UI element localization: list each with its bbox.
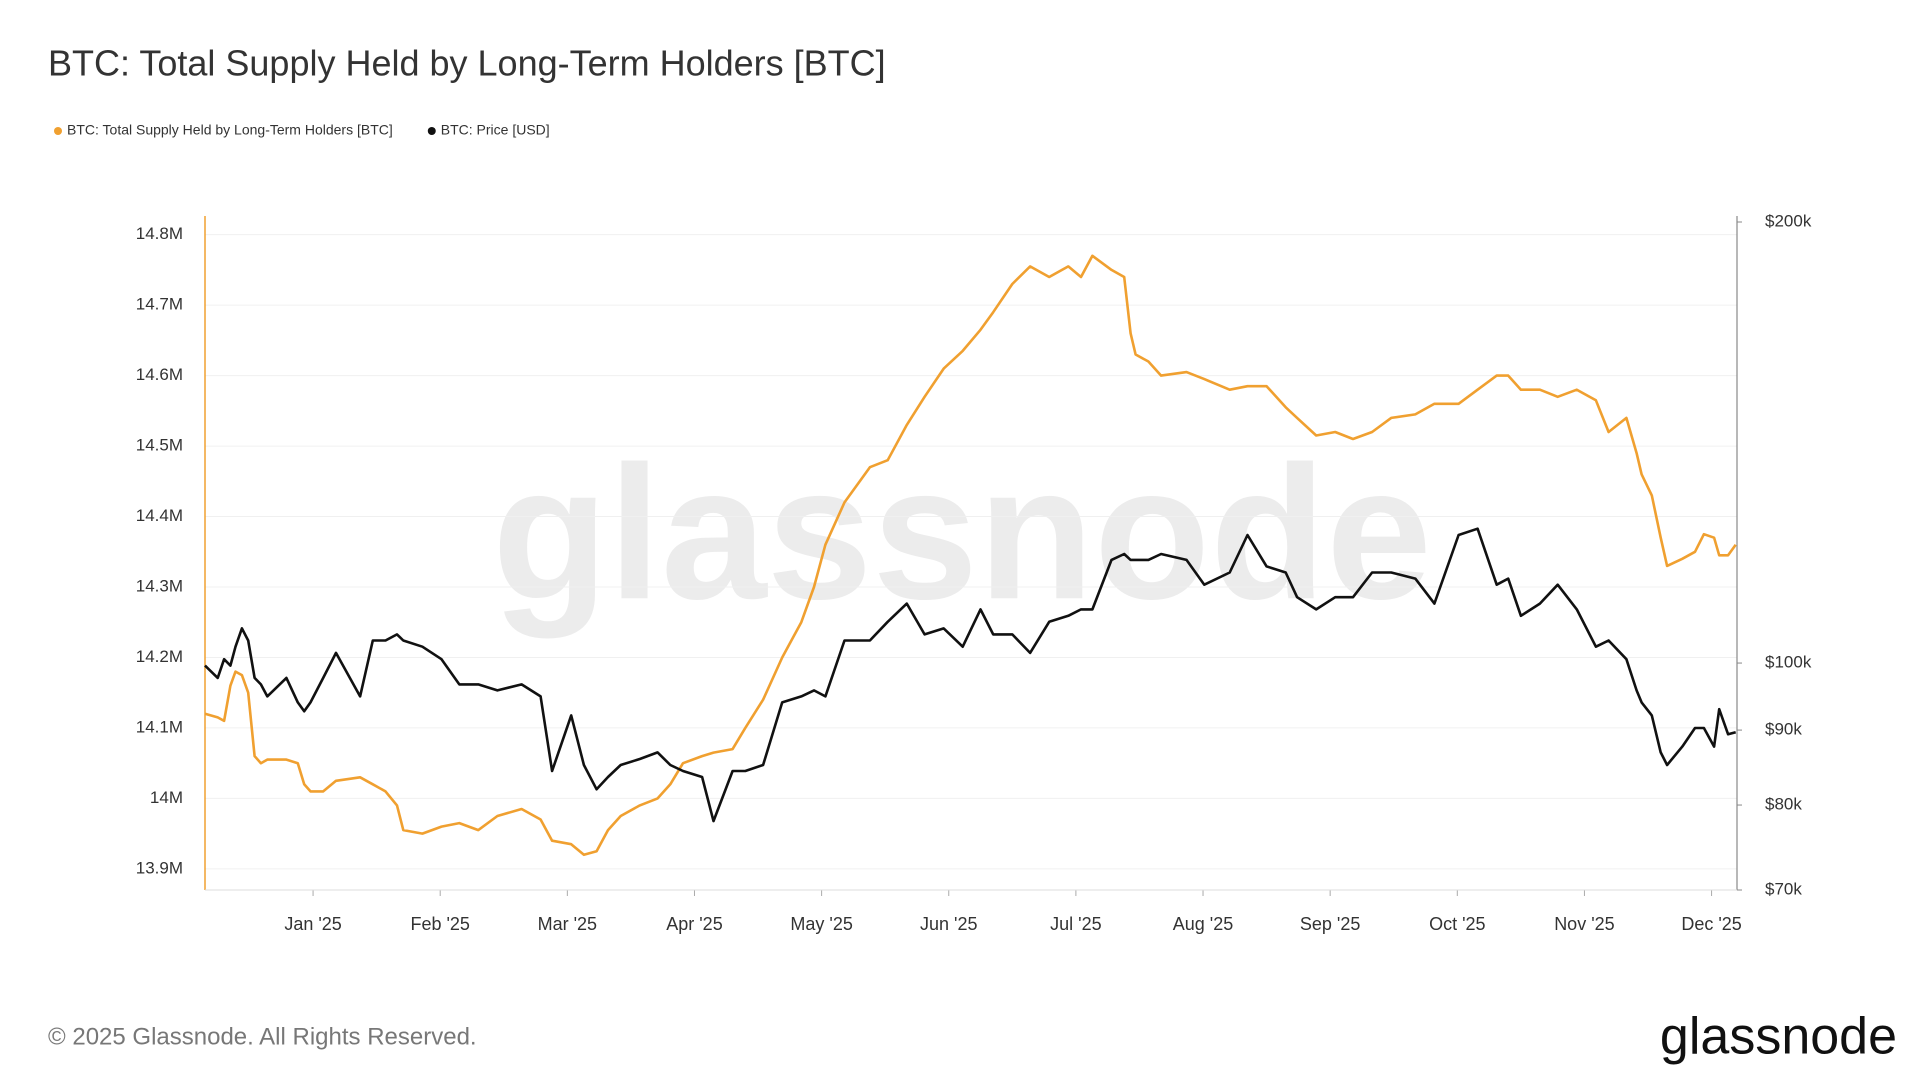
x-tick-label: Feb '25 [410, 914, 469, 934]
legend-marker [54, 127, 62, 135]
y-tick-label: 14.7M [136, 295, 183, 314]
y-tick-label: 14.3M [136, 576, 183, 595]
y-tick-label: 14.1M [136, 717, 183, 736]
legend-label: BTC: Total Supply Held by Long-Term Hold… [67, 122, 393, 138]
y2-tick-label: $80k [1765, 795, 1802, 814]
x-tick-label: Oct '25 [1429, 914, 1485, 934]
x-tick-label: Apr '25 [666, 914, 722, 934]
x-tick-label: Nov '25 [1554, 914, 1614, 934]
x-tick-label: Sep '25 [1300, 914, 1361, 934]
y2-tick-label: $200k [1765, 211, 1812, 230]
chart-title: BTC: Total Supply Held by Long-Term Hold… [48, 43, 886, 84]
legend-label: BTC: Price [USD] [441, 122, 550, 138]
series-line [204, 254, 1737, 857]
y2-tick-label: $70k [1765, 879, 1802, 898]
y-tick-label: 14M [150, 788, 183, 807]
x-tick-label: Jan '25 [284, 914, 341, 934]
logo: glassnode [1660, 1008, 1897, 1066]
x-tick-label: Mar '25 [538, 914, 597, 934]
series-line [204, 527, 1737, 823]
y2-tick-label: $90k [1765, 720, 1802, 739]
x-tick-label: Jul '25 [1050, 914, 1101, 934]
x-tick-label: May '25 [790, 914, 852, 934]
y-tick-label: 14.4M [136, 506, 183, 525]
x-tick-label: Aug '25 [1173, 914, 1234, 934]
y-tick-label: 14.6M [136, 365, 183, 384]
y2-tick-label: $100k [1765, 653, 1812, 672]
copyright: © 2025 Glassnode. All Rights Reserved. [48, 1023, 477, 1050]
y-tick-label: 14.8M [136, 224, 183, 243]
y-tick-label: 14.5M [136, 436, 183, 455]
legend-marker [427, 127, 436, 135]
x-tick-label: Jun '25 [920, 914, 977, 934]
watermark: glassnode [492, 427, 1432, 639]
x-tick-label: Dec '25 [1681, 914, 1741, 934]
y-tick-label: 13.9M [136, 858, 183, 877]
y-tick-label: 14.2M [136, 647, 183, 666]
